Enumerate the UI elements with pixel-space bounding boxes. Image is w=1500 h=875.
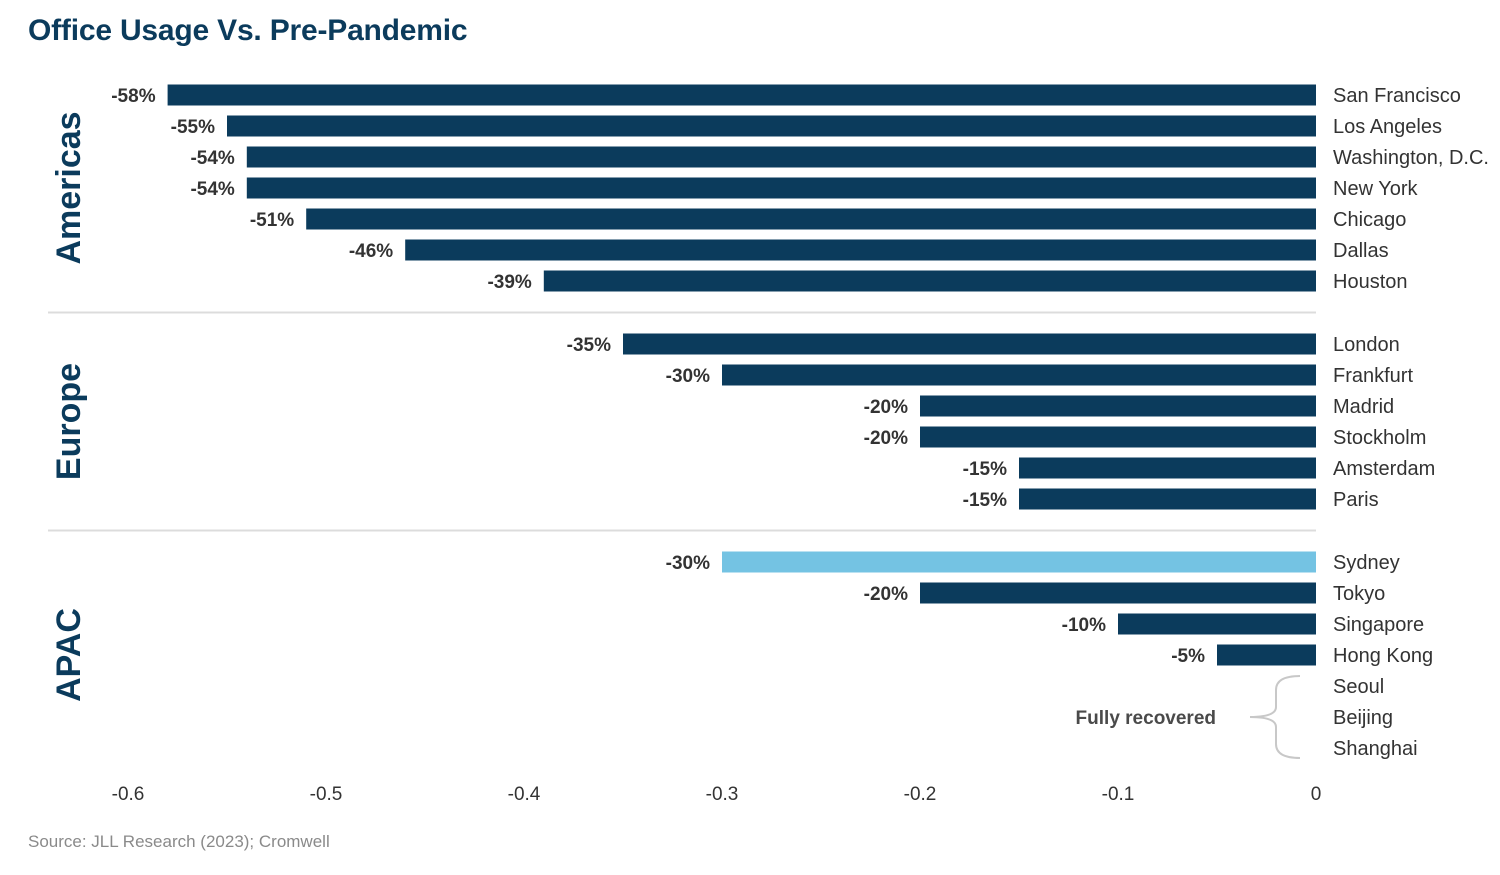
bar-stockholm [920, 426, 1316, 448]
category-label: Beijing [1333, 707, 1393, 729]
x-tick-label: -0.4 [508, 784, 541, 805]
bar-los-angeles [227, 115, 1316, 137]
x-tick-label: 0 [1311, 784, 1322, 805]
x-tick-label: -0.1 [1102, 784, 1135, 805]
category-label: Dallas [1333, 240, 1389, 262]
bar-dallas [405, 239, 1316, 261]
category-label: Paris [1333, 489, 1379, 511]
category-label: Washington, D.C. [1333, 147, 1489, 169]
bar-houston [543, 270, 1316, 292]
category-label: Houston [1333, 271, 1408, 293]
bar-san-francisco [167, 84, 1317, 106]
value-label: -54% [190, 148, 234, 169]
category-label: Frankfurt [1333, 365, 1413, 387]
value-label: -39% [487, 272, 531, 293]
x-tick-label: -0.3 [706, 784, 739, 805]
value-label: -20% [864, 397, 908, 418]
value-label: -35% [567, 335, 611, 356]
value-label: -55% [171, 117, 215, 138]
x-tick-label: -0.6 [112, 784, 145, 805]
bar-london [623, 333, 1316, 355]
value-label: -51% [250, 210, 294, 231]
bar-chicago [306, 208, 1316, 230]
group-label-americas: Americas [50, 111, 88, 264]
bar-singapore [1118, 613, 1316, 635]
bar-new-york [246, 177, 1316, 199]
value-label: -58% [111, 86, 155, 107]
bar-hong-kong [1217, 644, 1316, 666]
x-tick-label: -0.2 [904, 784, 937, 805]
value-label: -54% [190, 179, 234, 200]
category-label: Seoul [1333, 676, 1384, 698]
category-label: Amsterdam [1333, 458, 1435, 480]
category-label: Sydney [1333, 552, 1400, 574]
category-label: Tokyo [1333, 583, 1385, 605]
value-label: -10% [1062, 615, 1106, 636]
bar-sydney [722, 551, 1316, 573]
category-label: Los Angeles [1333, 116, 1442, 138]
bar-washington-d-c- [246, 146, 1316, 168]
group-label-apac: APAC [50, 608, 88, 702]
bar-amsterdam [1019, 457, 1316, 479]
chart-title: Office Usage Vs. Pre-Pandemic [28, 14, 468, 47]
brace-annotation [1249, 675, 1301, 759]
value-label: -46% [349, 241, 393, 262]
value-label: -15% [963, 490, 1007, 511]
category-label: Madrid [1333, 396, 1394, 418]
value-label: -20% [864, 584, 908, 605]
bar-frankfurt [722, 364, 1316, 386]
category-label: Hong Kong [1333, 645, 1433, 667]
value-label: -20% [864, 428, 908, 449]
value-label: -30% [666, 553, 710, 574]
value-label: -30% [666, 366, 710, 387]
category-label: Stockholm [1333, 427, 1426, 449]
category-label: Singapore [1333, 614, 1424, 636]
category-label: San Francisco [1333, 85, 1461, 107]
category-label: Shanghai [1333, 738, 1418, 760]
annotation-label: Fully recovered [1076, 708, 1216, 729]
x-tick-label: -0.5 [310, 784, 343, 805]
category-label: London [1333, 334, 1400, 356]
group-label-europe: Europe [50, 363, 88, 480]
value-label: -5% [1171, 646, 1205, 667]
bar-madrid [920, 395, 1316, 417]
category-label: New York [1333, 178, 1418, 200]
bar-tokyo [920, 582, 1316, 604]
value-label: -15% [963, 459, 1007, 480]
category-label: Chicago [1333, 209, 1406, 231]
bar-paris [1019, 488, 1316, 510]
chart-source-note: Source: JLL Research (2023); Cromwell [28, 832, 330, 851]
